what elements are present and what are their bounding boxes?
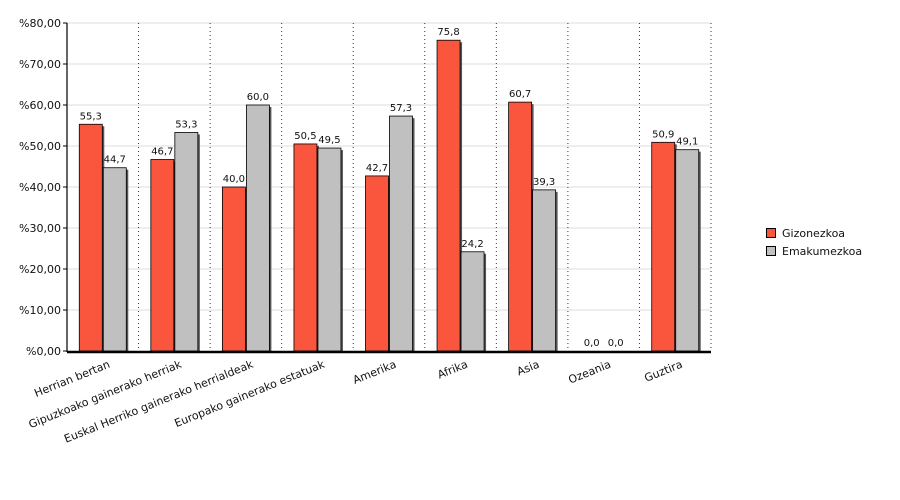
legend: Gizonezkoa Emakumezkoa — [766, 224, 862, 260]
data-label: 60,0 — [247, 92, 269, 103]
x-tick-label: Asia — [515, 358, 541, 379]
bar-gizonezkoa — [150, 159, 175, 352]
data-label: 24,2 — [461, 239, 483, 250]
y-tick-label: %80,00 — [19, 17, 61, 30]
x-tick-label: Afrika — [436, 358, 470, 382]
y-tick-label: %10,00 — [19, 304, 61, 317]
data-label: 0,0 — [584, 338, 600, 349]
bar-emakumezkoa — [102, 167, 127, 352]
data-label: 39,3 — [533, 177, 555, 188]
data-label: 53,3 — [175, 119, 197, 130]
data-label: 49,1 — [676, 137, 698, 148]
bar-emakumezkoa — [317, 147, 342, 352]
data-label: 40,0 — [223, 174, 245, 185]
bar-emakumezkoa — [460, 251, 485, 352]
y-tick-label: %40,00 — [19, 181, 61, 194]
y-tick-label: %60,00 — [19, 99, 61, 112]
x-tick-label: Ozeania — [566, 358, 612, 387]
bar-gizonezkoa — [436, 39, 461, 352]
y-tick-label: %20,00 — [19, 263, 61, 276]
bar-gizonezkoa — [508, 101, 533, 352]
data-label: 55,3 — [80, 111, 102, 122]
data-label: 75,8 — [437, 27, 459, 38]
y-tick-label: %0,00 — [26, 345, 61, 358]
data-label: 0,0 — [608, 338, 624, 349]
data-label: 46,7 — [151, 147, 173, 158]
bar-gizonezkoa — [78, 123, 103, 352]
data-label: 50,9 — [652, 129, 674, 140]
bar-emakumezkoa — [675, 149, 700, 352]
y-tick-label: %70,00 — [19, 58, 61, 71]
bar-emakumezkoa — [532, 189, 557, 352]
bar-gizonezkoa — [221, 186, 246, 352]
legend-item-emakumezkoa: Emakumezkoa — [766, 242, 862, 260]
bar-gizonezkoa — [365, 175, 389, 352]
legend-label-gizonezkoa: Gizonezkoa — [782, 226, 846, 240]
bar-gizonezkoa — [293, 143, 318, 352]
y-tick-label: %50,00 — [19, 140, 61, 153]
bar-gizonezkoa — [651, 141, 676, 352]
legend-swatch-emakumezkoa — [766, 246, 776, 256]
legend-label-emakumezkoa: Emakumezkoa — [782, 244, 863, 258]
data-label: 60,7 — [509, 89, 531, 100]
x-tick-label: Guztira — [642, 358, 684, 385]
data-label: 42,7 — [366, 163, 388, 174]
bar-emakumezkoa — [389, 115, 413, 352]
legend-item-gizonezkoa: Gizonezkoa — [766, 224, 862, 242]
y-tick-label: %30,00 — [19, 222, 61, 235]
bar-emakumezkoa — [245, 104, 270, 352]
data-label: 44,7 — [104, 155, 126, 166]
legend-swatch-gizonezkoa — [766, 228, 776, 238]
data-label: 57,3 — [390, 103, 412, 114]
data-label: 50,5 — [294, 131, 316, 142]
bar-emakumezkoa — [174, 132, 199, 352]
x-tick-label: Amerika — [351, 358, 398, 387]
data-label: 49,5 — [318, 135, 340, 146]
